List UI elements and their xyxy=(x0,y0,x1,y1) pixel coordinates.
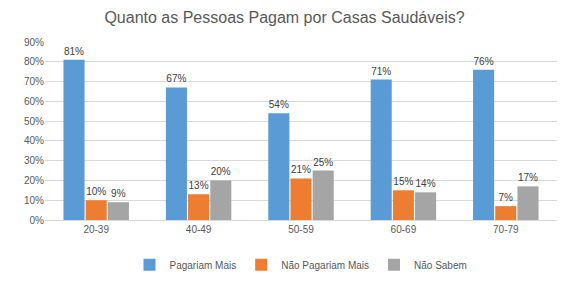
svg-text:60-69: 60-69 xyxy=(391,224,417,235)
svg-text:0%: 0% xyxy=(30,215,45,226)
svg-text:Quanto as Pessoas Pagam por Ca: Quanto as Pessoas Pagam por Casas Saudáv… xyxy=(104,9,464,26)
svg-text:30%: 30% xyxy=(24,155,44,166)
svg-text:81%: 81% xyxy=(64,46,84,57)
svg-text:Não Pagariam Mais: Não Pagariam Mais xyxy=(281,260,369,271)
svg-text:50-59: 50-59 xyxy=(288,224,314,235)
svg-text:21%: 21% xyxy=(291,164,311,175)
svg-text:54%: 54% xyxy=(269,99,289,110)
svg-text:90%: 90% xyxy=(24,37,44,48)
svg-text:71%: 71% xyxy=(371,66,391,77)
svg-text:50%: 50% xyxy=(24,116,44,127)
svg-text:10%: 10% xyxy=(24,195,44,206)
svg-text:80%: 80% xyxy=(24,56,44,67)
svg-text:15%: 15% xyxy=(393,176,413,187)
svg-text:Não Sabem: Não Sabem xyxy=(414,260,467,271)
svg-text:9%: 9% xyxy=(111,188,126,199)
svg-text:60%: 60% xyxy=(24,96,44,107)
svg-text:20%: 20% xyxy=(24,175,44,186)
svg-text:20%: 20% xyxy=(211,166,231,177)
svg-text:20-39: 20-39 xyxy=(83,224,109,235)
svg-text:10%: 10% xyxy=(86,186,106,197)
svg-text:17%: 17% xyxy=(518,172,538,183)
svg-text:14%: 14% xyxy=(416,178,436,189)
svg-text:70%: 70% xyxy=(24,76,44,87)
svg-text:40-49: 40-49 xyxy=(186,224,212,235)
svg-text:40%: 40% xyxy=(24,135,44,146)
svg-text:7%: 7% xyxy=(499,192,514,203)
svg-text:76%: 76% xyxy=(474,56,494,67)
svg-text:Pagariam Mais: Pagariam Mais xyxy=(170,260,237,271)
svg-text:13%: 13% xyxy=(189,180,209,191)
svg-text:25%: 25% xyxy=(313,157,333,168)
svg-text:70-79: 70-79 xyxy=(493,224,519,235)
svg-text:67%: 67% xyxy=(166,73,186,84)
